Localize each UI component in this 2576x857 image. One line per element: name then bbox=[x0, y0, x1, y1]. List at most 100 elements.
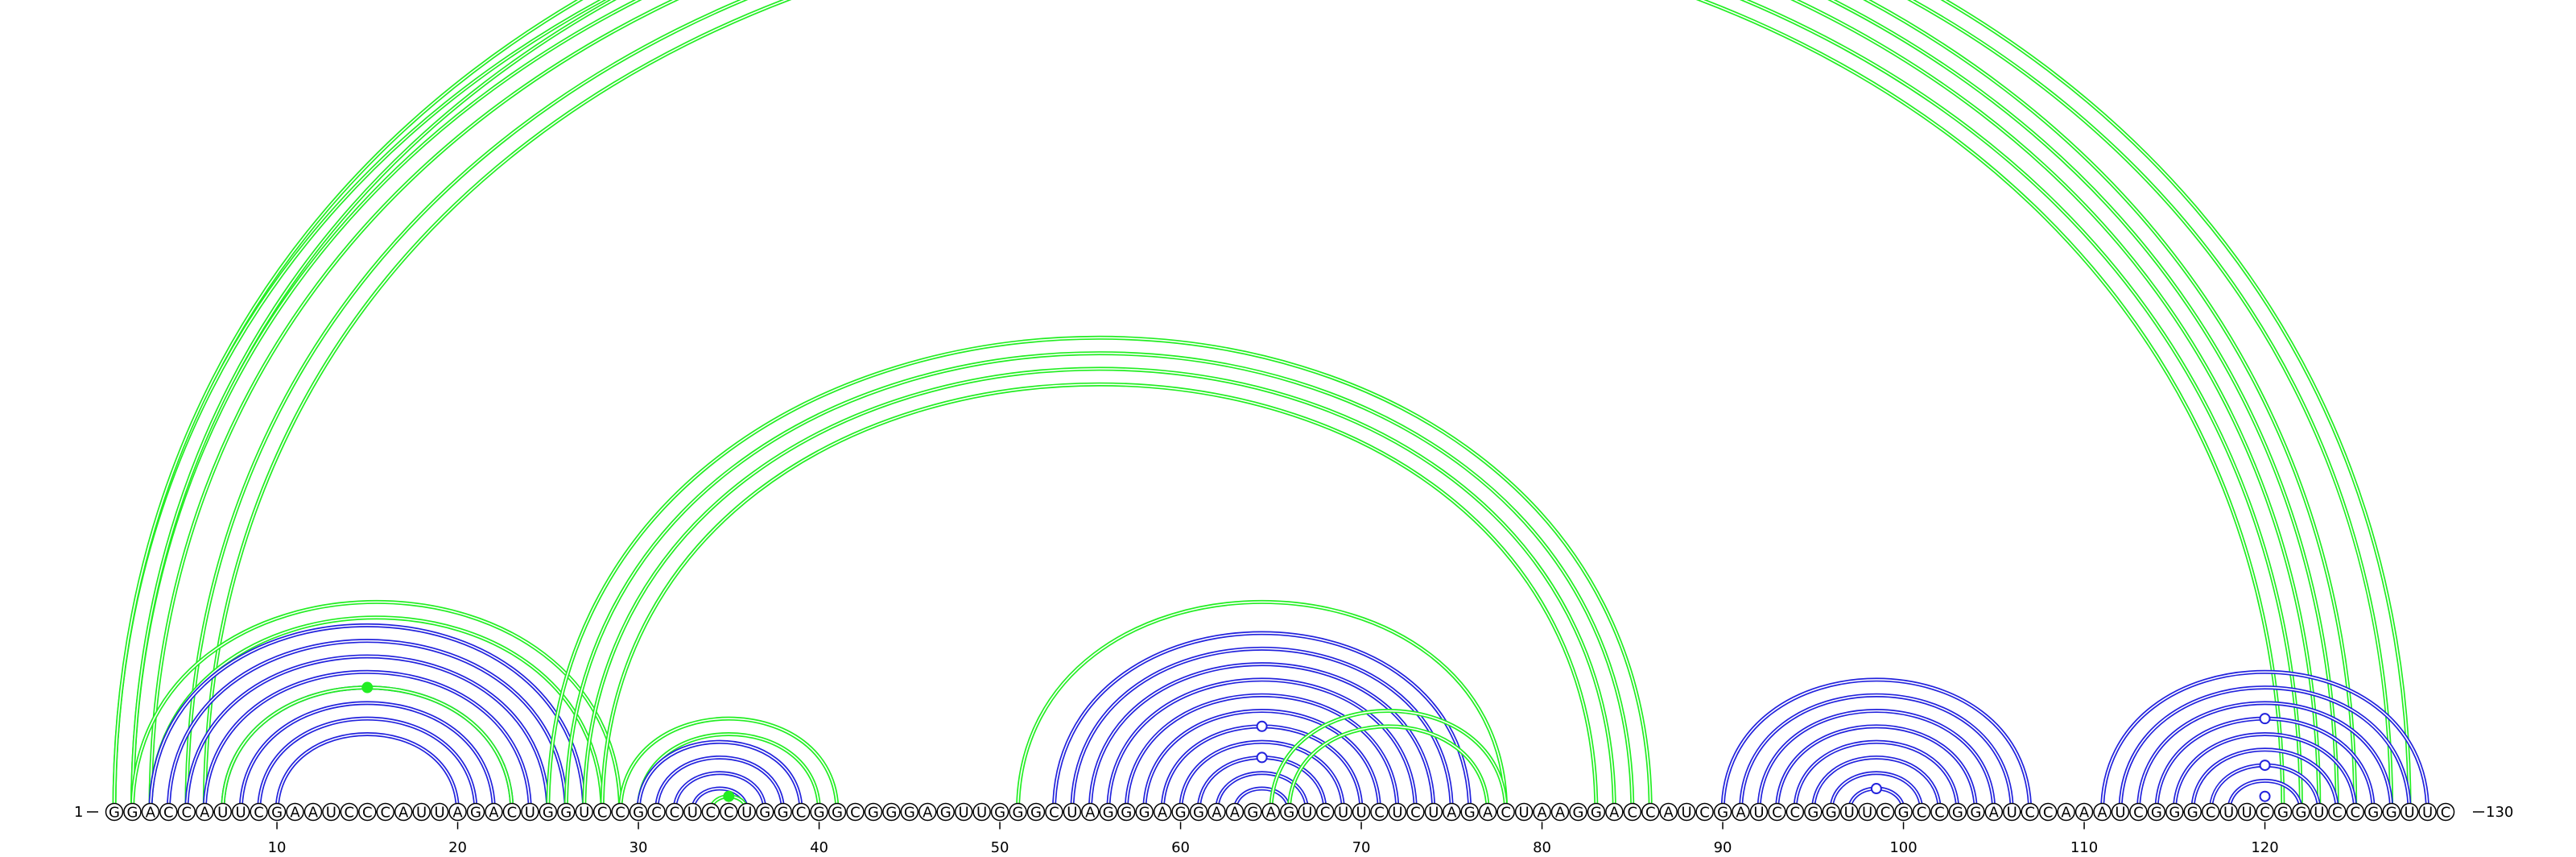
arc-30-39-inner bbox=[638, 741, 802, 813]
nucleotide-3: A bbox=[141, 802, 160, 822]
arc-2-29-inner bbox=[131, 601, 621, 813]
nucleotide-30: G bbox=[629, 802, 648, 822]
nucleotide-116: G bbox=[2183, 802, 2202, 822]
nucleotide-27-letter: U bbox=[579, 805, 589, 822]
nucleotide-95: G bbox=[1804, 802, 1823, 822]
nucleotide-43-circle bbox=[864, 802, 883, 822]
arc-115-125-inner bbox=[2174, 733, 2356, 813]
nucleotide-119-letter: U bbox=[2242, 805, 2252, 822]
nucleotide-21-circle bbox=[466, 802, 485, 822]
nucleotide-76: G bbox=[1460, 802, 1479, 822]
nucleotide-118-letter: U bbox=[2223, 805, 2234, 822]
arc-1-125-inner bbox=[114, 0, 2356, 813]
arc-116-124-inner bbox=[2191, 748, 2339, 813]
nucleotide-70-letter: U bbox=[1356, 805, 1366, 822]
nucleotide-99-letter: C bbox=[1880, 805, 1891, 822]
nucleotide-73-circle bbox=[1406, 802, 1425, 822]
nucleotide-4-circle bbox=[159, 802, 178, 822]
nucleotide-16-circle bbox=[376, 802, 394, 822]
nucleotide-24-circle bbox=[521, 802, 539, 822]
nucleotide-64-letter: G bbox=[1247, 805, 1258, 822]
nucleotide-18: U bbox=[412, 802, 431, 822]
nucleotide-108-circle bbox=[2038, 802, 2058, 822]
tick-label-30: 30 bbox=[630, 839, 648, 856]
nucleotide-36-circle bbox=[737, 802, 756, 822]
nucleotide-109-letter: A bbox=[2061, 805, 2071, 822]
nucleotide-2: G bbox=[123, 802, 142, 822]
nucleotide-29: C bbox=[611, 802, 630, 822]
nucleotide-114-letter: G bbox=[2151, 805, 2162, 822]
nucleotide-10: G bbox=[267, 802, 287, 822]
nucleotide-32-letter: C bbox=[670, 805, 680, 822]
nucleotide-32: C bbox=[665, 802, 684, 822]
nucleotide-19: U bbox=[430, 802, 449, 822]
nucleotide-45: G bbox=[900, 802, 919, 822]
arc-7-23-inner bbox=[221, 686, 513, 813]
nucleotide-127-circle bbox=[2382, 802, 2401, 822]
nucleotide-45-letter: G bbox=[904, 805, 915, 822]
nucleotide-2-circle bbox=[123, 802, 142, 822]
nucleotide-130-circle bbox=[2436, 802, 2455, 822]
nucleotide-25-letter: G bbox=[543, 805, 554, 822]
nucleotide-72-circle bbox=[1388, 802, 1407, 822]
nucleotide-74-letter: U bbox=[1428, 805, 1439, 822]
nucleotide-66-circle bbox=[1280, 802, 1298, 822]
nucleotide-18-letter: U bbox=[416, 805, 427, 822]
nucleotide-85-letter: C bbox=[1628, 805, 1638, 822]
nucleotide-120-circle bbox=[2256, 802, 2274, 822]
nucleotide-94-letter: C bbox=[1790, 805, 1801, 822]
nucleotide-115-letter: G bbox=[2169, 805, 2180, 822]
nucleotide-44: G bbox=[882, 802, 901, 822]
nucleotide-96: G bbox=[1822, 802, 1840, 822]
nucleotide-57-circle bbox=[1117, 802, 1136, 822]
nucleotide-34: C bbox=[701, 802, 720, 822]
nucleotide-6-circle bbox=[196, 802, 214, 822]
nucleotide-30-circle bbox=[629, 802, 648, 822]
nucleotide-63-letter: A bbox=[1230, 805, 1241, 822]
tick-label-10: 10 bbox=[268, 839, 287, 856]
nucleotide-97-letter: U bbox=[1844, 805, 1855, 822]
nucleotide-66: G bbox=[1280, 802, 1298, 822]
nucleotide-82: G bbox=[1569, 802, 1587, 822]
nucleotide-12-circle bbox=[303, 802, 323, 822]
nucleotide-12-letter: A bbox=[308, 805, 319, 822]
nucleotide-122: G bbox=[2292, 802, 2310, 822]
arc-58-71-inner bbox=[1143, 710, 1381, 813]
nucleotide-69-circle bbox=[1334, 802, 1352, 822]
nucleotide-107-letter: C bbox=[2025, 805, 2035, 822]
nucleotide-84: A bbox=[1605, 802, 1624, 822]
nucleotide-44-letter: G bbox=[886, 805, 897, 822]
nucleotide-83-letter: G bbox=[1591, 805, 1602, 822]
arc-3-123 bbox=[148, 0, 2322, 813]
nucleotide-76-circle bbox=[1460, 802, 1479, 822]
nucleotide-128: U bbox=[2400, 802, 2419, 822]
nucleotide-20-letter: A bbox=[452, 805, 463, 822]
arc-7-23-inner bbox=[221, 686, 513, 813]
nucleotide-12: A bbox=[303, 802, 323, 822]
nucleotide-3-letter: A bbox=[146, 805, 156, 822]
nucleotide-22-circle bbox=[485, 802, 503, 822]
nucleotide-82-letter: G bbox=[1572, 805, 1583, 822]
nucleotide-14-letter: C bbox=[345, 805, 355, 822]
nucleotide-111-circle bbox=[2093, 802, 2112, 822]
arc-5-122 bbox=[184, 0, 2303, 813]
arc-51-78-inner bbox=[1017, 601, 1507, 813]
nucleotide-33: U bbox=[683, 802, 702, 822]
nucleotide-72: U bbox=[1388, 802, 1407, 822]
nucleotide-11: A bbox=[286, 802, 304, 822]
nucleotide-88-letter: U bbox=[1682, 805, 1692, 822]
nucleotide-50: G bbox=[990, 802, 1009, 822]
nucleotide-51-circle bbox=[1009, 802, 1027, 822]
nucleotide-107: C bbox=[2021, 802, 2039, 822]
arc-29-41-inner bbox=[619, 718, 838, 813]
nucleotide-63: A bbox=[1225, 802, 1245, 822]
nucleotide-43: G bbox=[864, 802, 883, 822]
nucleotide-120: C bbox=[2256, 802, 2274, 822]
arc-94-103 bbox=[1793, 739, 1960, 813]
nucleotide-91: A bbox=[1732, 802, 1750, 822]
arc-30-39 bbox=[636, 739, 803, 813]
nucleotide-129-letter: U bbox=[2422, 805, 2433, 822]
arc-111-129-inner bbox=[2101, 671, 2429, 813]
nucleotide-42: C bbox=[846, 802, 865, 822]
nucleotide-87: A bbox=[1659, 802, 1678, 822]
